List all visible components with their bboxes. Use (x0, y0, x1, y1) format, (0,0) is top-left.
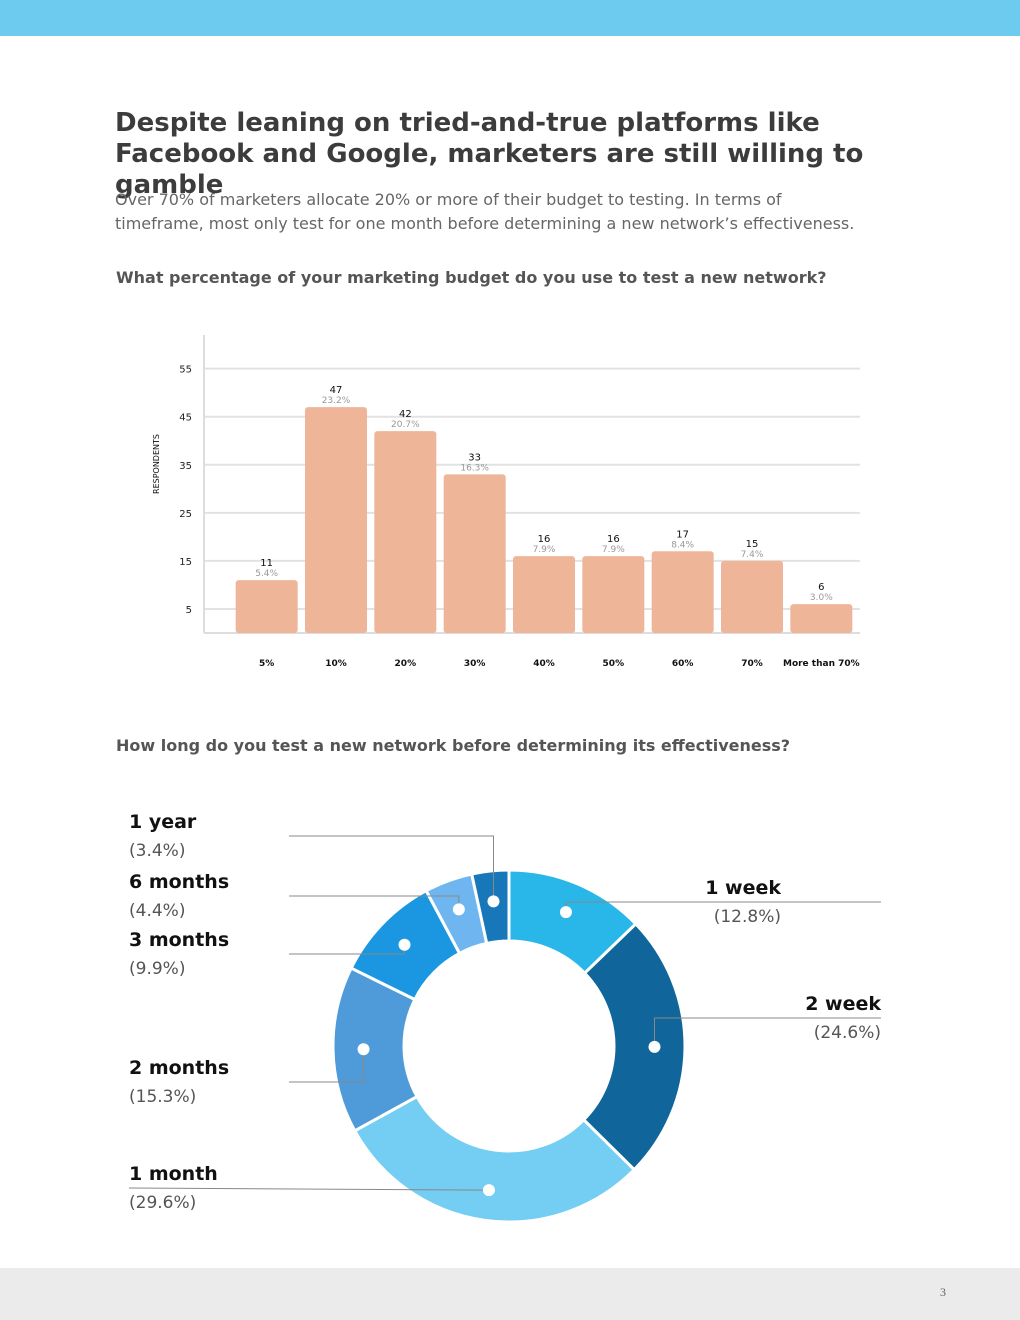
slice-value: (3.4%) (129, 841, 185, 861)
slice-name: 1 week (705, 877, 781, 899)
slice-name: 3 months (129, 929, 229, 951)
percent-label: 5.4% (255, 569, 278, 579)
slice-dot (482, 1184, 495, 1197)
chart-title: How long do you test a new network befor… (116, 736, 790, 755)
percent-label: 20.7% (391, 420, 420, 430)
x-tick-label: More than 70% (783, 659, 860, 669)
percent-label: 3.0% (810, 593, 833, 603)
y-tick-label: 45 (179, 413, 192, 424)
x-tick-label: 5% (259, 659, 274, 669)
leader-line (289, 1049, 365, 1083)
chart-title: What percentage of your marketing budget… (116, 268, 827, 287)
bar (582, 556, 645, 633)
footer (0, 1268, 1020, 1320)
bar (651, 551, 714, 633)
value-label: 6 (818, 582, 824, 593)
slice-name: 6 months (129, 871, 229, 893)
value-label: 17 (676, 529, 689, 540)
y-tick-label: 25 (179, 509, 192, 520)
slice-value: (12.8%) (714, 907, 781, 927)
slice-dot (648, 1040, 661, 1053)
percent-label: 7.9% (533, 545, 556, 555)
bar (374, 431, 437, 633)
value-label: 15 (746, 539, 759, 550)
x-tick-label: 40% (533, 659, 555, 669)
percent-label: 7.4% (741, 550, 764, 560)
x-tick-label: 70% (741, 659, 763, 669)
x-tick-label: 30% (464, 659, 486, 669)
y-tick-label: 35 (179, 461, 192, 472)
top-bar (0, 0, 1020, 36)
charts: What percentage of your marketing budget… (116, 268, 881, 1224)
y-tick-label: 55 (179, 365, 192, 376)
page-title: Despite leaning on tried-and-true platfo… (115, 108, 864, 200)
slice-value: (24.6%) (814, 1023, 881, 1043)
slice-name: 1 month (129, 1163, 218, 1185)
percent-label: 7.9% (602, 545, 625, 555)
slice-dot (559, 906, 572, 919)
donut-slice (581, 921, 687, 1172)
percent-label: 16.3% (460, 463, 489, 473)
leader-line (128, 1187, 489, 1191)
value-label: 16 (538, 534, 551, 545)
percent-label: 23.2% (322, 396, 351, 406)
leader-line (653, 1017, 881, 1047)
intro-text: Over 70% of marketers allocate 20% or mo… (115, 190, 855, 233)
slice-dot (398, 938, 411, 951)
value-label: 42 (399, 409, 412, 420)
bar (235, 580, 298, 633)
slice-value: (9.9%) (129, 959, 185, 979)
bar (513, 556, 575, 633)
x-tick-label: 20% (395, 659, 417, 669)
page-number: 3 (940, 1285, 946, 1299)
donut-slice (469, 868, 511, 946)
slice-value: (4.4%) (129, 901, 185, 921)
x-tick-label: 50% (603, 659, 625, 669)
slice-value: (29.6%) (129, 1193, 196, 1213)
slice-value: (15.3%) (129, 1087, 196, 1107)
slice-dot (452, 903, 465, 916)
slice-name: 2 months (129, 1057, 229, 1079)
y-tick-label: 5 (186, 605, 192, 616)
value-label: 47 (330, 385, 343, 396)
leader-line (289, 835, 494, 902)
percent-label: 8.4% (671, 540, 694, 550)
x-tick-label: 10% (325, 659, 347, 669)
x-tick-label: 60% (672, 659, 694, 669)
donut-slice (352, 1094, 637, 1224)
y-axis-label: RESPONDENTS (152, 434, 161, 494)
slice-dot (357, 1043, 370, 1056)
bar (443, 474, 506, 633)
value-label: 33 (468, 452, 481, 463)
bar (305, 407, 367, 633)
slice-name: 1 year (129, 811, 197, 833)
bar (721, 560, 783, 633)
value-label: 11 (260, 558, 273, 569)
y-tick-label: 15 (179, 557, 192, 568)
bar (790, 604, 853, 633)
value-label: 16 (607, 534, 620, 545)
slice-name: 2 week (805, 993, 881, 1015)
slice-dot (487, 895, 500, 908)
